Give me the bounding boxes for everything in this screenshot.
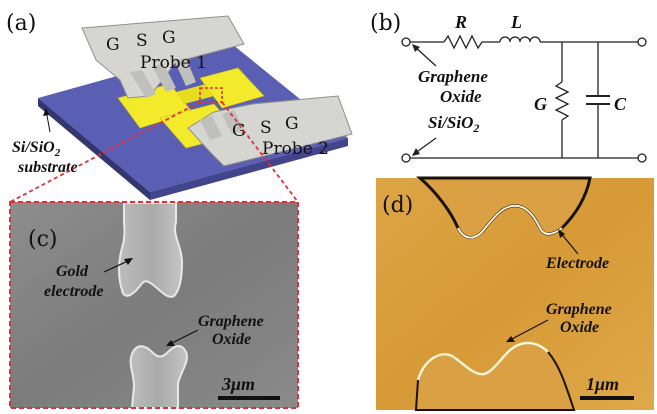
conductance-G: [554, 81, 570, 121]
d-electrode-label: Electrode: [545, 255, 609, 272]
panel-b: (b): [370, 11, 647, 163]
gold-gap-region: [176, 84, 214, 104]
d-scale-bar: [580, 396, 634, 400]
label-R: R: [454, 12, 467, 32]
substrate-b-arrowhead: [412, 148, 420, 156]
probe-2-label: Probe 2: [262, 139, 329, 159]
panel-a-letter: (a): [6, 11, 36, 36]
probe-1-s: S: [136, 31, 148, 51]
b-graphene-label-1: Graphene: [418, 67, 488, 86]
probe-1-tip-g1: [130, 70, 156, 98]
terminal-bottom-right: [637, 153, 647, 163]
substrate-arrowhead: [43, 108, 49, 116]
sem-electrode-top: [118, 202, 184, 298]
gold-label-1: Gold: [56, 263, 89, 280]
substrate-label: Si/SiO2: [12, 139, 61, 159]
c-graphene-arrowhead: [166, 340, 175, 346]
c-graphene-label-2: Oxide: [212, 331, 251, 348]
substrate-side-left: [38, 98, 150, 200]
probe-2-s: S: [260, 118, 272, 138]
c-scale-bar: [218, 396, 280, 400]
panel-c-letter: (c): [28, 227, 58, 252]
terminal-bottom-left: [401, 153, 411, 163]
sem-electrode-bottom: [129, 345, 188, 409]
d-scale-label: 1μm: [586, 374, 619, 394]
label-G: G: [534, 94, 547, 114]
c-graphene-pointer: [169, 329, 199, 345]
zoom-region: [199, 87, 223, 103]
probe-1-tip-s: [152, 64, 176, 92]
substrate-side-front: [150, 138, 348, 200]
b-substrate-label: Si/SiO2: [428, 113, 479, 135]
gold-label-2: electrode: [44, 283, 104, 300]
label-C: C: [614, 94, 627, 114]
gold-pointer: [103, 259, 131, 273]
afm-electrode-bottom-highlight: [416, 341, 549, 381]
terminal-top-left: [401, 37, 411, 47]
inductor-L: [499, 36, 541, 43]
probe-1-label: Probe 1: [140, 53, 207, 73]
substrate-label-2: substrate: [17, 159, 78, 176]
d-graphene-label-1: Graphene: [546, 301, 612, 318]
probe-1-g1: G: [106, 35, 120, 55]
probe-2-g2: G: [285, 114, 299, 134]
panel-d-letter: (d): [382, 193, 413, 218]
panel-b-labels: R L G C Graphene Oxide Si/SiO2: [418, 12, 627, 135]
panel-a: (a) G S G Probe 1 G S G Probe 2 Si/SiO2: [6, 11, 353, 200]
resistor-R: [443, 34, 483, 50]
b-graphene-label-2: Oxide: [440, 87, 482, 106]
probe-2-tip-g1: [200, 116, 222, 140]
terminal-top-right: [637, 37, 647, 47]
probe-2-tip-s: [222, 110, 244, 134]
afm-electrode-top-highlight: [457, 204, 563, 239]
gold-pad-right-top: [199, 67, 265, 109]
graphene-arrowhead: [412, 44, 420, 52]
panel-c: (c) Gold electrode Graphene Oxide 3μm: [9, 201, 299, 409]
panel-d: (d) Electrode Graphene Oxide 1μm: [376, 176, 654, 411]
probe-1-tip-g2: [174, 58, 196, 86]
d-electrode-arrowhead: [558, 229, 565, 238]
d-electrode-pointer: [559, 231, 579, 255]
probe-1-g2: G: [162, 28, 176, 48]
c-graphene-label-1: Graphene: [198, 313, 264, 330]
zoom-line-left: [9, 101, 201, 203]
label-L: L: [510, 12, 522, 32]
gold-arrowhead: [124, 258, 133, 265]
c-scale-label: 3μm: [221, 374, 255, 394]
sem-frame: [9, 201, 299, 409]
d-graphene-arrowhead: [506, 336, 515, 342]
panel-b-letter: (b): [370, 11, 401, 36]
d-graphene-pointer: [509, 319, 549, 341]
d-graphene-label-2: Oxide: [560, 319, 599, 336]
probe-2-g1: G: [232, 121, 246, 141]
